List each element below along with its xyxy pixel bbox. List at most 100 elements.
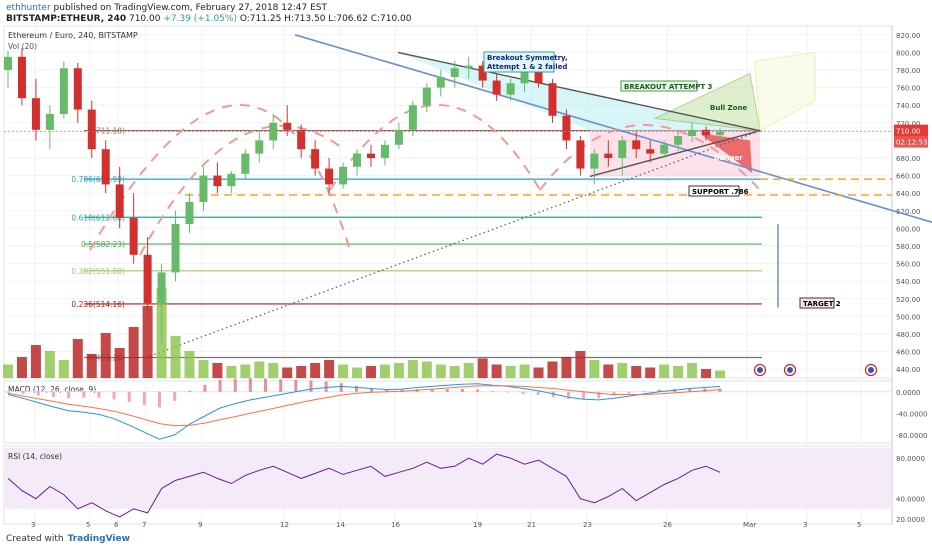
descending-trendline (294, 34, 932, 224)
candle-body (450, 68, 459, 78)
macd-histogram-bar (430, 389, 434, 392)
candle-body (87, 109, 96, 150)
macd-histogram-bar (203, 384, 207, 392)
price-tick-label: 560.00 (896, 261, 921, 269)
price-tick-label: 620.00 (896, 208, 921, 216)
x-tick-label: 19 (473, 521, 482, 529)
candle-body (478, 65, 487, 81)
macd-histogram-bar (385, 389, 389, 392)
volume-bar (170, 336, 181, 378)
breakout-symmetry-annotation: Attempt 1 & 2 failed (487, 63, 567, 71)
candle-body (213, 175, 222, 187)
candle-body (4, 56, 12, 70)
fib-level-label: 1(711.18) (88, 127, 125, 136)
candle-body (562, 115, 571, 141)
macd-histogram-bar (506, 391, 510, 393)
rsi-tick-label: 20.0000 (896, 516, 925, 524)
volume-bar (30, 345, 41, 378)
volume-bar (142, 306, 153, 378)
publish-info: ethhunter published on TradingView.com, … (6, 3, 327, 13)
price-tick-label: 720.00 (896, 120, 921, 128)
price-tick-label: 780.00 (896, 67, 921, 75)
candle-body (604, 153, 613, 158)
volume-bar (421, 361, 432, 378)
price-tick-label: 820.00 (896, 32, 921, 40)
candle-body (171, 224, 180, 273)
rsi-tick-label: 40.0000 (896, 496, 925, 504)
volume-bar (533, 367, 544, 378)
volume-bar (184, 351, 195, 378)
macd-histogram-bar (233, 378, 237, 392)
candle-body (520, 71, 529, 84)
fib-level-label: 0.236(514.16) (71, 300, 125, 309)
volume-bar (58, 360, 69, 378)
candle-body (297, 129, 306, 150)
volume-bar (3, 364, 13, 378)
x-tick-label: 16 (391, 521, 400, 529)
macd-histogram-bar (612, 391, 616, 396)
volume-bar (407, 360, 418, 378)
candle-body (325, 168, 334, 185)
x-tick-label: 3 (31, 521, 35, 529)
volume-bar (673, 366, 684, 378)
macd-histogram-bar (491, 391, 495, 392)
author-link[interactable]: ethhunter (6, 3, 51, 13)
volume-bar (254, 361, 265, 378)
countdown-badge (894, 136, 928, 148)
candle-body (688, 129, 697, 136)
macd-title: MACD (12, 26, close, 9) (8, 385, 96, 394)
volume-bar (338, 364, 349, 378)
price-tick-label: 640.00 (896, 190, 921, 198)
rsi-band (4, 448, 892, 509)
candle-body (576, 140, 585, 169)
price-tick-label: 500.00 (896, 313, 921, 321)
volume-bar (393, 363, 404, 378)
volume-bar (16, 357, 27, 378)
candle-body (241, 153, 250, 174)
countdown-label: 02:12:53 (896, 139, 927, 147)
volume-bar (603, 364, 614, 378)
candle-body (115, 184, 124, 218)
price-tick-label: 440.00 (896, 366, 921, 374)
volume-bar (505, 366, 516, 378)
candle-body (632, 140, 641, 150)
tradingview-logo[interactable]: TradingView (67, 534, 130, 544)
macd-histogram-bar (657, 389, 661, 392)
x-tick-label: 6 (114, 521, 119, 529)
dotted-support-trendline (149, 130, 761, 357)
x-tick-label: 9 (198, 521, 202, 529)
volume-bar (519, 364, 530, 378)
macd-histogram-bar (21, 391, 25, 394)
volume-bar (659, 364, 670, 378)
candle-body (464, 65, 473, 69)
current-price-badge (894, 124, 928, 137)
macd-histogram-bar (688, 388, 692, 392)
volume-bar (324, 360, 335, 378)
candle-body (366, 153, 375, 158)
volume-bar (491, 364, 502, 378)
volume-bar (449, 366, 460, 378)
chart-title: Ethereum / Euro, 240, BITSTAMP (8, 31, 138, 40)
candle-body (408, 105, 417, 130)
change-label: +7.39 (+1.05%) (163, 14, 237, 24)
volume-bar (575, 351, 586, 378)
macd-histogram-bar (173, 391, 177, 401)
volume-bar (687, 363, 698, 378)
event-icon-dot (868, 367, 874, 373)
x-tick-label: Mar (743, 521, 756, 529)
macd-histogram-bar (370, 388, 374, 392)
candle-body (59, 68, 68, 114)
volume-bar (100, 333, 111, 378)
x-tick-label: 7 (142, 521, 146, 529)
candle-body (31, 98, 40, 130)
candle-body (227, 173, 236, 187)
macd-histogram-bar (188, 390, 192, 392)
x-tick-label: 26 (663, 521, 672, 529)
price-tick-label: 520.00 (896, 296, 921, 304)
candle-body (73, 68, 82, 110)
symmetry-arc (139, 125, 346, 256)
x-tick-label: 3 (803, 521, 807, 529)
x-tick-label: 21 (527, 521, 536, 529)
volume-bar (296, 366, 307, 378)
